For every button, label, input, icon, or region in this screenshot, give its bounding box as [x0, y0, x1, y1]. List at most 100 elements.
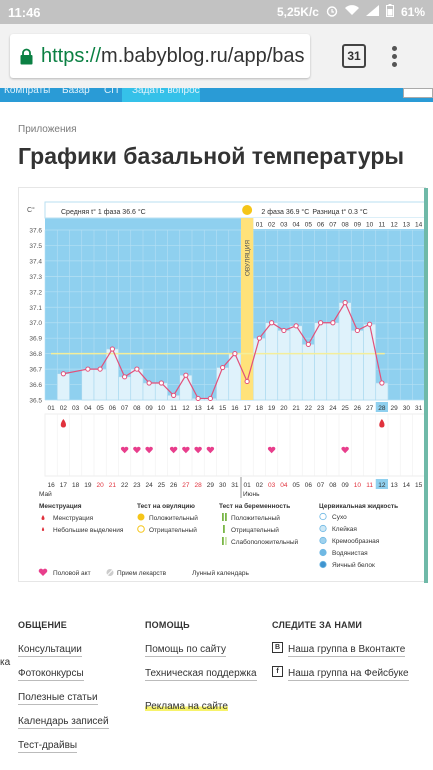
site-search-input[interactable]: [403, 88, 433, 98]
legend-title: Тест на беременность: [219, 502, 290, 510]
page-title: Графики базальной температуры: [18, 143, 405, 169]
temperature-bar: [118, 376, 132, 401]
ovulation-column: [241, 218, 254, 400]
ovulation-positive-icon: [137, 513, 145, 521]
temperature-bar: [179, 374, 193, 401]
y-tick-label: 37.5: [29, 243, 42, 250]
x-day-label: 02: [60, 405, 68, 412]
calendar-date-label: 30: [219, 482, 227, 489]
calendar-date-label: 12: [378, 482, 386, 489]
intercourse-heart-icon: [206, 446, 215, 454]
calendar-date-label: 07: [317, 482, 325, 489]
site-nav-item[interactable]: Компраты: [4, 88, 51, 96]
calendar-date-label: 24: [146, 482, 154, 489]
footer-link[interactable]: Техническая поддержка: [145, 668, 257, 681]
calendar-date-label: 17: [60, 482, 68, 489]
intercourse-heart-icon: [182, 446, 190, 454]
intercourse-legend-icon: [38, 568, 48, 576]
footer-link-facebook[interactable]: Наша группа на Фейсбуке: [288, 668, 409, 681]
breadcrumb[interactable]: Приложения: [18, 124, 77, 135]
legend-label: Яичный белок: [332, 561, 375, 569]
temperature-point: [342, 300, 348, 306]
site-nav-item[interactable]: Задать вопрос: [132, 88, 200, 96]
pregnancy-weak-icon: [222, 537, 224, 545]
temperature-bar: [81, 368, 95, 401]
footer-link-vk[interactable]: Наша группа в Вконтакте: [288, 644, 406, 657]
x-day-label: 03: [72, 405, 80, 412]
phase2-average-label: 2 фаза 36.9 °C: [261, 208, 309, 216]
top-day-label: 14: [415, 222, 423, 229]
temperature-bar: [338, 302, 352, 401]
footer-cut-link[interactable]: ка: [0, 657, 11, 668]
site-nav-active-tab[interactable]: [122, 88, 200, 102]
footer-link[interactable]: Календарь записей: [18, 716, 109, 729]
chart-scrollbar[interactable]: [424, 188, 428, 583]
temperature-point: [293, 323, 299, 329]
x-day-label: 18: [256, 405, 264, 412]
calendar-date-label: 26: [170, 482, 178, 489]
tab-switcher-button[interactable]: 31: [342, 44, 366, 68]
x-day-label: 24: [329, 405, 337, 412]
cervical-watery-icon: [319, 548, 327, 557]
legend-label: Водянистая: [332, 550, 368, 557]
site-nav-item[interactable]: Базар: [62, 88, 90, 96]
site-nav-item[interactable]: СП: [104, 88, 119, 96]
events-area: [44, 413, 426, 477]
footer-link[interactable]: Помощь по сайту: [145, 644, 226, 657]
top-day-label: 06: [317, 222, 325, 229]
calendar-date-label: 03: [268, 482, 276, 489]
x-day-label: 11: [170, 405, 177, 412]
battery-icon: [385, 4, 394, 20]
top-day-label: 07: [329, 222, 337, 229]
temperature-bar: [252, 337, 266, 401]
x-day-label: 15: [219, 405, 227, 412]
footer-link[interactable]: Консультации: [18, 644, 82, 657]
x-day-label: 04: [84, 405, 92, 412]
cervical-creamy-icon: [319, 536, 327, 545]
pregnancy-negative-icon: [223, 525, 225, 533]
pregnancy-positive-icon: [225, 513, 227, 521]
month-label: Июнь: [243, 491, 260, 498]
y-tick-label: 37.6: [29, 228, 42, 235]
x-day-label: 23: [317, 405, 325, 412]
footer-link[interactable]: Тест-драйвы: [18, 740, 78, 753]
footer-link[interactable]: Фотоконкурсы: [18, 668, 84, 681]
temperature-point: [330, 320, 336, 326]
x-day-label: 20: [280, 405, 288, 412]
footer-link[interactable]: Полезные статьи: [18, 692, 98, 705]
address-bar[interactable]: https://m.babyblog.ru/app/bas: [10, 34, 310, 78]
legend-label: Слабоположительный: [231, 538, 299, 546]
temperature-point: [171, 392, 177, 398]
clock: 11:46: [8, 4, 41, 20]
menstruation-drop-icon: [60, 419, 66, 428]
x-day-label: 22: [305, 405, 313, 412]
bbt-chart[interactable]: Средняя t° 1 фаза 36.6 °C 2 фаза 36.9 °C Р…: [19, 188, 426, 581]
temperature-point: [134, 366, 140, 372]
overflow-menu-icon[interactable]: [392, 45, 397, 67]
top-day-label: 04: [293, 222, 301, 229]
top-day-label: 13: [403, 222, 411, 229]
legend-label: Лунный календарь: [192, 569, 249, 577]
cervical-eggwhite-icon: [319, 560, 327, 569]
vk-icon: В: [272, 642, 283, 654]
legend-label: Положительный: [149, 514, 198, 522]
browser-toolbar: https://m.babyblog.ru/app/bas 31: [0, 24, 433, 88]
top-day-label: 11: [379, 222, 386, 229]
legend-label: Положительный: [231, 514, 280, 522]
today-date-highlight: [375, 479, 388, 489]
temperature-point: [367, 321, 373, 327]
temperature-bar: [265, 322, 279, 401]
y-tick-label: 36.9: [29, 336, 42, 343]
pregnancy-weak-icon: [225, 537, 227, 545]
calendar-date-label: 14: [403, 482, 411, 489]
x-day-label: 28: [378, 405, 386, 412]
ovulation-negative-icon: [137, 525, 145, 533]
temperature-point: [220, 364, 226, 371]
calendar-date-label: 10: [354, 482, 362, 489]
footer-link-advertising[interactable]: Реклама на сайте: [145, 701, 228, 713]
site-nav: Компраты Базар СП Задать вопрос: [0, 88, 433, 102]
intercourse-heart-icon: [145, 446, 153, 454]
x-day-label: 17: [244, 405, 252, 412]
x-day-label: 19: [268, 405, 276, 412]
legend-title: Менструация: [39, 503, 82, 510]
